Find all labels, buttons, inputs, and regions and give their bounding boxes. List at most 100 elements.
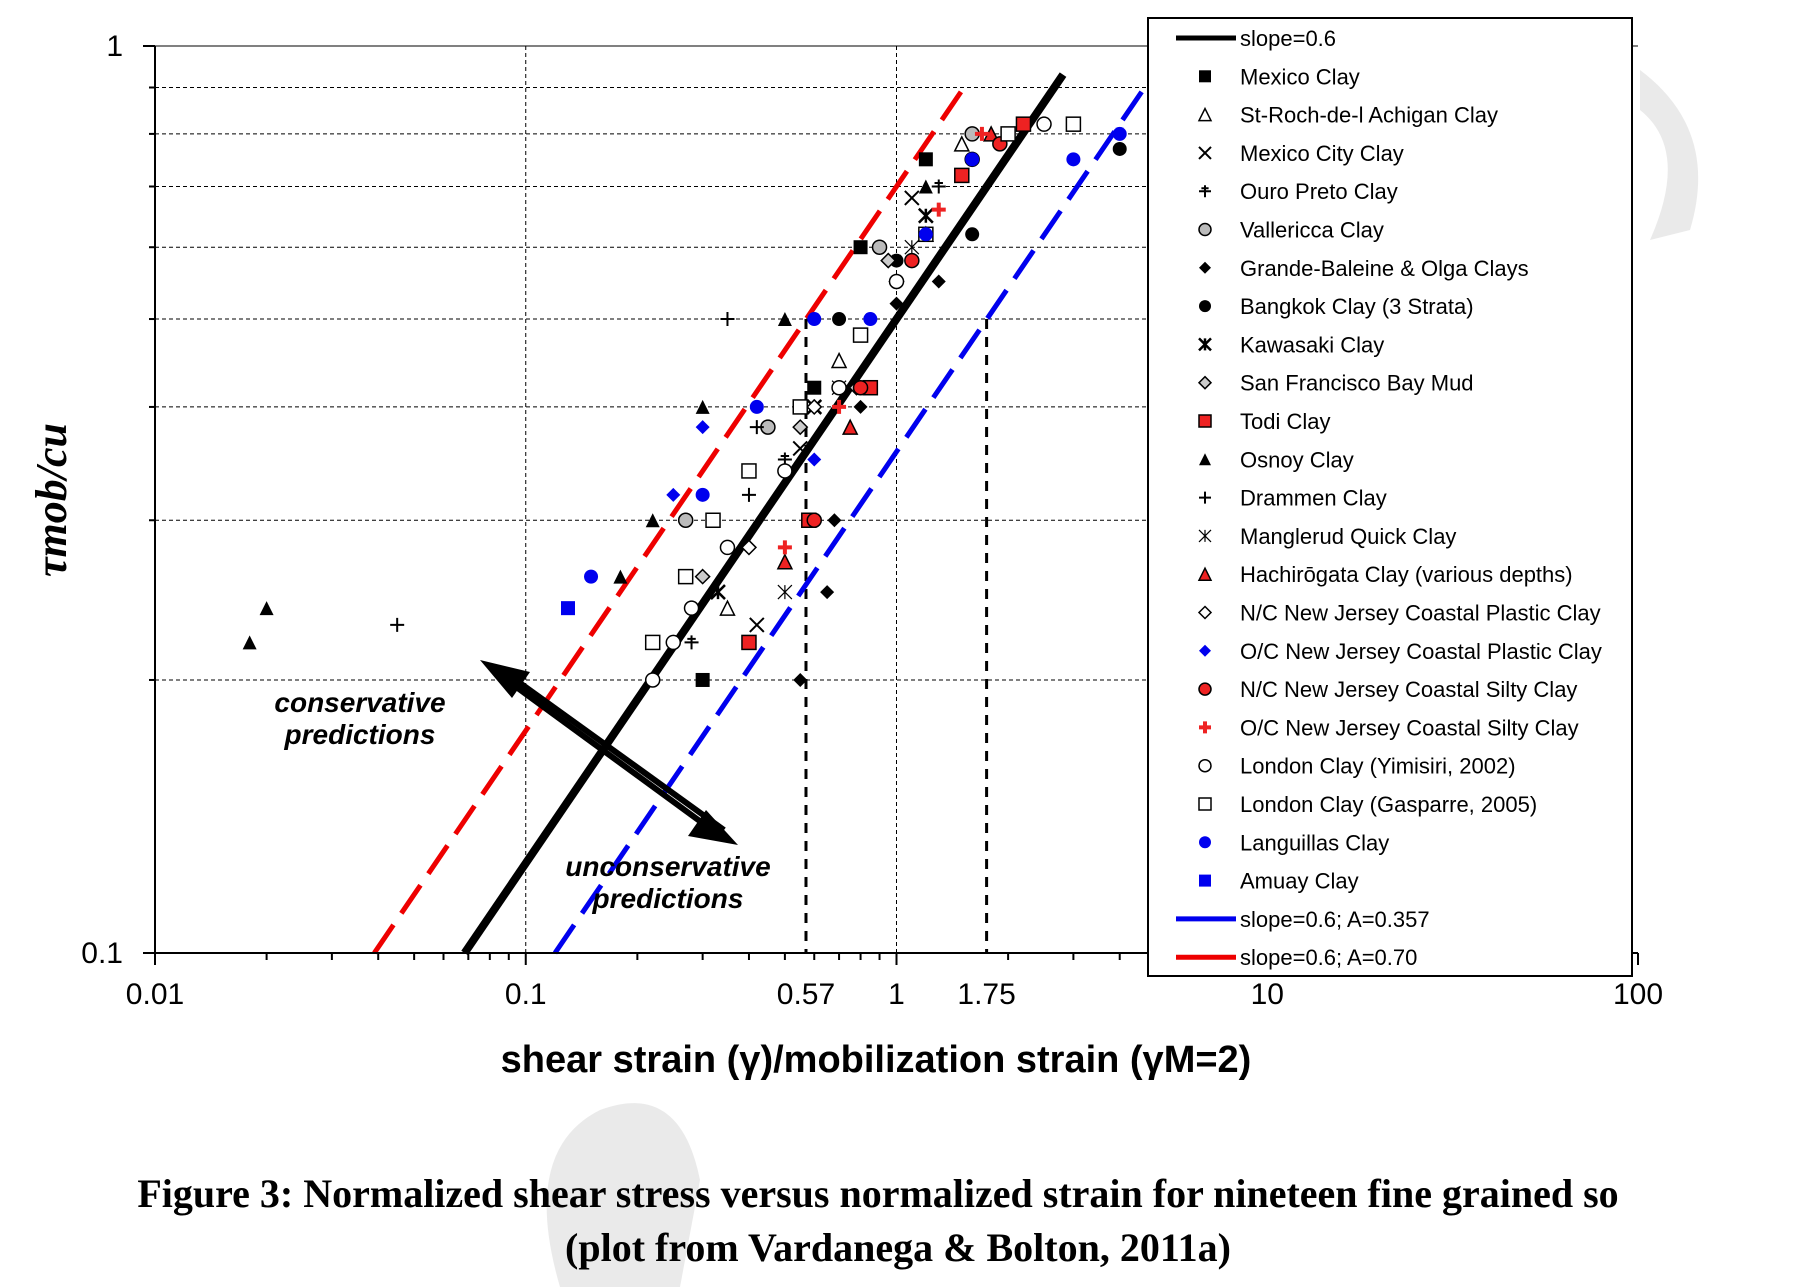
data-point: [852, 379, 869, 396]
data-point: [684, 635, 699, 650]
data-point: [871, 239, 888, 255]
data-point: [820, 585, 835, 600]
data-point: [777, 584, 793, 600]
data-point: [695, 672, 710, 687]
data-point: [694, 568, 711, 585]
y-axis-label: τmob/cu: [27, 423, 76, 577]
x-tick-label: 0.1: [505, 978, 547, 1011]
data-point: [741, 487, 756, 502]
data-points: [242, 116, 1127, 688]
data-point: [677, 512, 694, 529]
legend-marker: [1197, 375, 1213, 390]
legend-label: Mexico City Clay: [1240, 141, 1404, 166]
data-point: [792, 440, 808, 457]
legend-marker: [1197, 566, 1213, 581]
data-point: [904, 190, 920, 206]
legend-marker: [1198, 758, 1212, 773]
legend-label: Manglerud Quick Clay: [1240, 524, 1456, 549]
data-point: [954, 167, 970, 184]
data-point: [880, 252, 897, 269]
data-point: [792, 419, 809, 436]
data-point: [749, 399, 764, 414]
data-point: [677, 568, 694, 585]
data-point: [863, 312, 878, 327]
data-point: [749, 617, 765, 633]
data-point: [741, 463, 757, 479]
legend-label: Bangkok Clay (3 Strata): [1240, 294, 1474, 319]
data-point: [666, 487, 681, 502]
data-point: [695, 420, 710, 435]
legend-marker: [1198, 414, 1212, 428]
data-point: [665, 634, 682, 651]
legend-label: slope=0.6; A=0.70: [1240, 945, 1417, 970]
reference-line: [372, 90, 964, 955]
legend-marker: [1198, 146, 1212, 160]
legend-label: O/C New Jersey Coastal Plastic Clay: [1240, 639, 1602, 664]
data-point: [777, 463, 793, 479]
data-point: [904, 252, 920, 269]
legend-marker: [1199, 721, 1211, 734]
data-point: [807, 452, 822, 467]
x-tick-label: 1.75: [957, 978, 1015, 1011]
data-point: [777, 540, 792, 555]
legend-label: slope=0.6; A=0.357: [1240, 907, 1430, 932]
data-point: [830, 351, 848, 369]
data-point: [720, 312, 735, 327]
legend-marker: [1199, 261, 1211, 274]
legend-marker: [1199, 491, 1211, 504]
legend-label: Grande-Baleine & Olga Clays: [1240, 256, 1529, 281]
legend-label: Languillas Clay: [1240, 830, 1389, 855]
data-point: [560, 601, 575, 616]
data-point: [931, 274, 946, 289]
x-tick-label: 1: [888, 978, 905, 1011]
gridlines: [155, 46, 1148, 953]
data-point: [965, 227, 980, 242]
legend-marker: [1199, 644, 1211, 657]
data-point: [827, 513, 842, 528]
data-point: [1015, 116, 1032, 132]
x-tick-label: 100: [1613, 978, 1663, 1011]
legend-label: Kawasaki Clay: [1240, 332, 1384, 357]
legend-marker: [1199, 70, 1211, 83]
data-point: [807, 312, 822, 327]
legend-label: London Clay (Gasparre, 2005): [1240, 792, 1537, 817]
data-point: [644, 672, 661, 688]
y-tick-label: 0.1: [81, 937, 123, 970]
data-point: [695, 487, 710, 502]
legend-box: [1147, 17, 1633, 977]
data-point: [740, 539, 758, 556]
legend-label: Ouro Preto Clay: [1240, 179, 1398, 204]
data-point: [1066, 152, 1081, 167]
legend-label: N/C New Jersey Coastal Silty Clay: [1240, 677, 1577, 702]
annotation-conservative-line2: predictions: [284, 719, 436, 750]
reference-lines: [372, 72, 1144, 956]
data-point: [390, 617, 405, 632]
data-point: [889, 296, 904, 311]
figure-caption-line1: Figure 3: Normalized shear stress versus…: [137, 1171, 1619, 1216]
data-point: [613, 569, 628, 584]
data-point: [1000, 126, 1016, 142]
annotation-arrows: [480, 660, 738, 845]
x-tick-label: 0.57: [777, 978, 835, 1011]
data-point: [888, 273, 905, 290]
x-tick-label: 10: [1251, 978, 1284, 1011]
legend-label: London Clay (Yimisiri, 2002): [1240, 754, 1516, 779]
x-axis-label: shear strain (γ)/mobilization strain (γM…: [501, 1039, 1252, 1081]
legend-marker: [1198, 222, 1212, 237]
data-point: [683, 600, 700, 616]
data-point: [1112, 141, 1127, 156]
data-point: [793, 672, 808, 687]
legend-marker: [1198, 337, 1212, 352]
legend-marker: [1197, 106, 1213, 122]
watermark: [546, 70, 1699, 1287]
data-point: [1065, 116, 1082, 132]
legend-label: Todi Clay: [1240, 409, 1330, 434]
legend-label: Mexico Clay: [1240, 64, 1360, 89]
data-point: [953, 135, 970, 152]
legend-label: Osnoy Clay: [1240, 447, 1354, 472]
legend-marker: [1199, 453, 1211, 466]
legend-marker: [1198, 797, 1212, 811]
data-point: [841, 418, 859, 435]
